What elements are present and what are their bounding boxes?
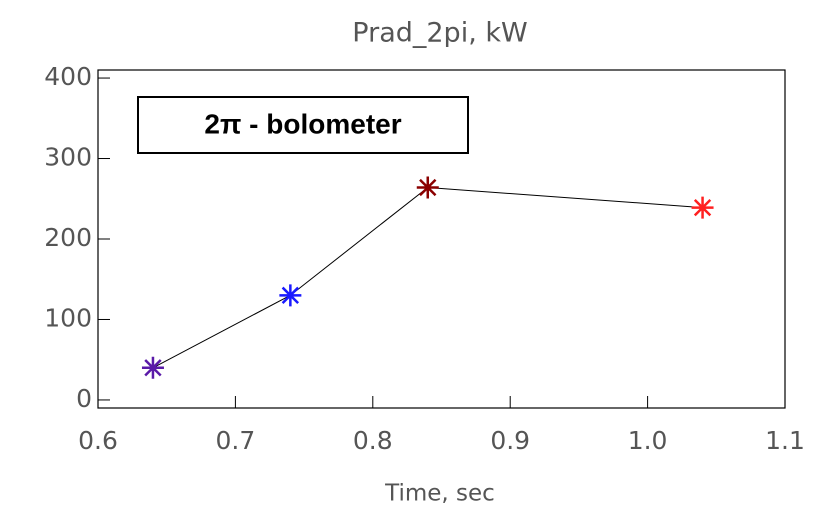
data-point xyxy=(691,196,714,219)
data-point xyxy=(279,284,302,307)
y-tick-label: 200 xyxy=(44,223,92,252)
chart-title: Prad_2pi, kW xyxy=(352,18,527,49)
y-tick-label: 300 xyxy=(44,143,92,172)
x-tick-label: 1.1 xyxy=(765,426,805,455)
series-line xyxy=(152,186,703,369)
y-tick-label: 100 xyxy=(44,303,92,332)
x-tick-label: 1.0 xyxy=(628,426,668,455)
x-tick-label: 0.9 xyxy=(490,426,530,455)
x-tick-label: 0.6 xyxy=(78,426,118,455)
x-tick-label: 0.7 xyxy=(216,426,256,455)
y-tick-label: 400 xyxy=(44,62,92,91)
data-point xyxy=(141,356,164,379)
annotation: 2π - bolometer xyxy=(204,108,401,139)
y-tick-label: 0 xyxy=(76,384,92,413)
x-tick-label: 0.8 xyxy=(353,426,393,455)
annotation-box xyxy=(137,96,469,154)
x-axis-label: Time, sec xyxy=(384,481,495,507)
data-point xyxy=(416,176,439,199)
